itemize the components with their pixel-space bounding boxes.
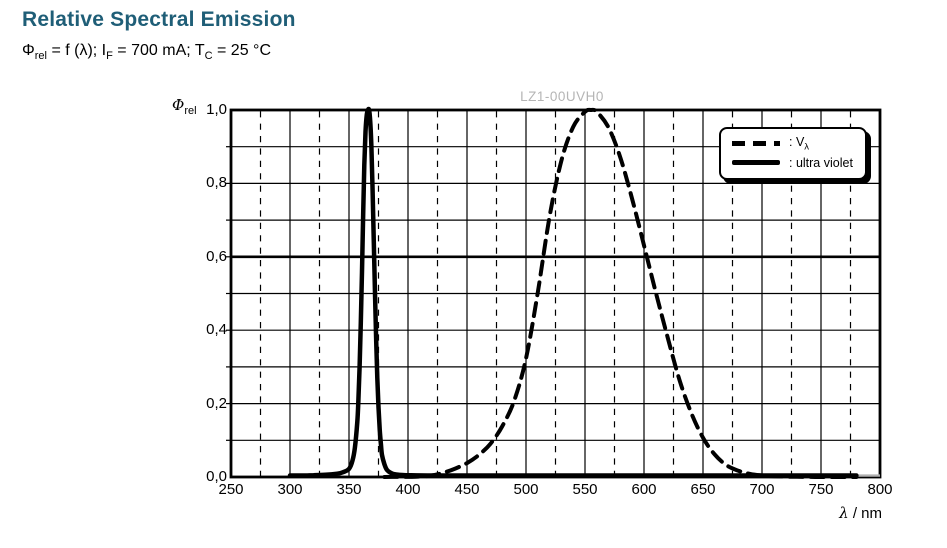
x-tick-label: 700 [749,481,775,498]
legend-item-vlambda: : Vλ [732,134,856,153]
x-tick-label: 350 [336,481,362,498]
legend-label-vlambda-sub: λ [804,141,810,153]
x-axis-unit: / nm [848,505,882,522]
x-axis-symbol: λ [839,504,849,522]
watermark-part-number: LZ1-00UVH0 [520,89,604,104]
x-tick-label: 300 [277,481,303,498]
subtitle-seg3: = 25 °C [212,42,271,59]
x-tick-label: 750 [808,481,834,498]
y-tick-label: 0,6 [206,247,227,265]
legend-swatch-solid-line [732,160,780,165]
subtitle-seg1: = f (λ); I [47,42,107,59]
page-title: Relative Spectral Emission [22,8,296,31]
x-tick-label: 800 [867,481,893,498]
series-ultraviolet [287,106,859,478]
y-axis-label: Φrel [172,96,197,117]
legend-swatch-dashed-line [732,141,780,146]
subtitle-seg2: = 700 mA; T [112,42,205,59]
subtitle-phi: Φ [22,42,35,59]
x-axis-label: λ / nm [798,504,882,522]
y-tick-label: 0,0 [206,468,227,485]
x-tick-label: 600 [631,481,657,498]
legend-label-vlambda: : Vλ [789,135,809,153]
subtitle-tc-sub: C [204,50,213,63]
subtitle: Φrel = f (λ); IF = 700 mA; TC = 25 °C [22,42,271,62]
x-tick-label: 550 [572,481,598,498]
legend-item-ultraviolet: : ultra violet [732,153,856,172]
x-tick-label: 250 [218,481,244,498]
y-axis-symbol-sub: rel [184,105,197,117]
y-axis-symbol: Φ [172,96,185,114]
y-tick-label: 1,0 [206,101,227,118]
x-tick-label: 400 [395,481,421,498]
y-tick-label: 0,8 [206,174,227,192]
subtitle-if-sub: F [106,50,113,63]
x-tick-label: 650 [690,481,716,498]
legend: : Vλ : ultra violet [719,127,867,180]
y-tick-label: 0,2 [206,394,227,412]
y-tick-label: 0,4 [206,321,227,339]
legend-label-ultraviolet: : ultra violet [789,156,853,170]
legend-label-ultraviolet-text: : ultra violet [789,155,853,170]
x-tick-label: 500 [513,481,539,498]
legend-label-vlambda-text: : V [789,134,805,149]
x-tick-label: 450 [454,481,480,498]
subtitle-phi-sub: rel [34,50,47,63]
